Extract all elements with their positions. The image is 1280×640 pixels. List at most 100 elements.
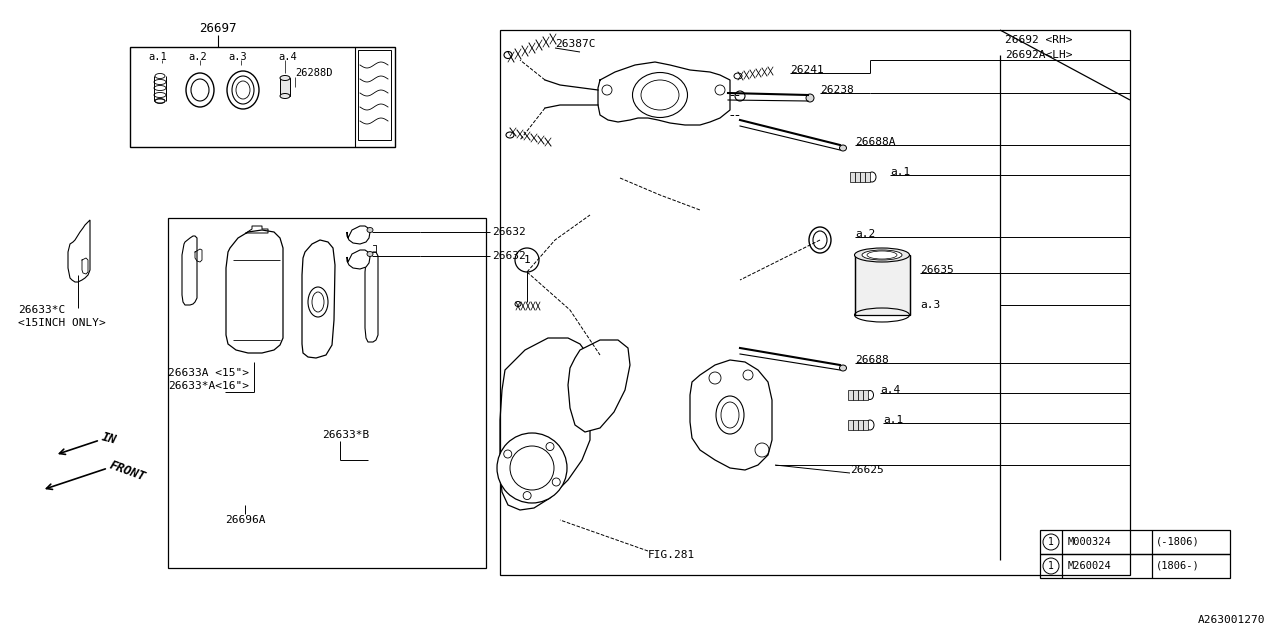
Bar — [852, 390, 858, 400]
Ellipse shape — [806, 94, 814, 102]
Ellipse shape — [861, 250, 902, 260]
Text: 26688: 26688 — [855, 355, 888, 365]
Bar — [849, 390, 852, 400]
Text: 1: 1 — [1048, 561, 1053, 571]
Text: (1806-): (1806-) — [1156, 561, 1199, 571]
Circle shape — [552, 478, 561, 486]
Ellipse shape — [367, 252, 372, 257]
Text: FRONT: FRONT — [108, 459, 147, 484]
Bar — [863, 420, 868, 430]
Polygon shape — [347, 226, 370, 244]
Polygon shape — [500, 338, 590, 510]
Polygon shape — [690, 360, 772, 470]
Ellipse shape — [506, 132, 515, 138]
Text: 26633*A<16">: 26633*A<16"> — [168, 381, 250, 391]
Bar — [858, 420, 863, 430]
Ellipse shape — [515, 301, 521, 307]
Text: FIG.281: FIG.281 — [648, 550, 695, 560]
Ellipse shape — [367, 227, 372, 232]
Text: 26635: 26635 — [920, 265, 954, 275]
Circle shape — [504, 450, 512, 458]
Bar — [850, 172, 855, 182]
Circle shape — [547, 442, 554, 451]
Text: M260024: M260024 — [1068, 561, 1112, 571]
Text: 26697: 26697 — [200, 22, 237, 35]
Ellipse shape — [191, 79, 209, 101]
Ellipse shape — [867, 420, 874, 430]
Text: 26633A <15">: 26633A <15"> — [168, 368, 250, 378]
Ellipse shape — [840, 145, 846, 151]
Polygon shape — [182, 236, 197, 305]
Bar — [358, 50, 390, 140]
Bar — [500, 30, 1130, 575]
Text: a.1: a.1 — [148, 52, 166, 62]
Ellipse shape — [855, 248, 910, 262]
Ellipse shape — [632, 72, 687, 118]
Ellipse shape — [155, 74, 165, 79]
Bar — [863, 390, 868, 400]
Text: a.3: a.3 — [920, 300, 941, 310]
Text: 26288D: 26288D — [294, 68, 333, 78]
Ellipse shape — [716, 396, 744, 434]
Ellipse shape — [155, 99, 165, 104]
Text: (-1806): (-1806) — [1156, 537, 1199, 547]
Text: a.1: a.1 — [890, 167, 910, 177]
Text: 26241: 26241 — [790, 65, 824, 75]
Text: a.3: a.3 — [228, 52, 247, 62]
Text: M000324: M000324 — [1068, 537, 1112, 547]
Polygon shape — [347, 250, 370, 269]
Bar — [860, 172, 865, 182]
Polygon shape — [302, 240, 335, 358]
Ellipse shape — [232, 76, 253, 104]
Text: 26633*C: 26633*C — [18, 305, 65, 315]
Bar — [1039, 554, 1230, 578]
Text: a.4: a.4 — [278, 52, 297, 62]
Text: 26696A: 26696A — [225, 515, 265, 525]
Bar — [865, 172, 870, 182]
Text: IN: IN — [100, 431, 118, 447]
Text: 26688A: 26688A — [855, 137, 896, 147]
Bar — [280, 78, 291, 96]
Text: <15INCH ONLY>: <15INCH ONLY> — [18, 318, 106, 328]
Text: 26387C: 26387C — [556, 39, 595, 49]
Bar — [852, 420, 858, 430]
Text: 26625: 26625 — [850, 465, 883, 475]
Text: 26632: 26632 — [492, 251, 526, 261]
Text: 26238: 26238 — [820, 85, 854, 95]
Text: 26633*B: 26633*B — [323, 430, 369, 440]
Circle shape — [524, 492, 531, 500]
Bar — [168, 218, 486, 568]
Polygon shape — [227, 230, 283, 353]
Text: a.2: a.2 — [855, 229, 876, 239]
Ellipse shape — [504, 51, 512, 58]
Ellipse shape — [813, 231, 827, 249]
Ellipse shape — [840, 365, 846, 371]
Text: 26692 <RH>: 26692 <RH> — [1005, 35, 1073, 45]
Text: a.2: a.2 — [188, 52, 207, 62]
Ellipse shape — [280, 76, 291, 81]
Bar — [855, 255, 910, 315]
Bar — [1039, 530, 1230, 554]
Text: 1: 1 — [1048, 537, 1053, 547]
Ellipse shape — [280, 93, 291, 99]
Ellipse shape — [155, 99, 165, 103]
Ellipse shape — [868, 172, 876, 182]
Bar — [131, 47, 396, 147]
Text: a.1: a.1 — [883, 415, 904, 425]
Bar — [849, 420, 852, 430]
Bar — [858, 390, 863, 400]
Circle shape — [497, 433, 567, 503]
Text: 1: 1 — [524, 255, 530, 265]
Text: a.4: a.4 — [881, 385, 900, 395]
Polygon shape — [68, 220, 90, 282]
Ellipse shape — [308, 287, 328, 317]
Bar — [855, 172, 860, 182]
Ellipse shape — [733, 73, 742, 79]
Text: A263001270: A263001270 — [1198, 615, 1265, 625]
Text: 26692A<LH>: 26692A<LH> — [1005, 50, 1073, 60]
Polygon shape — [365, 252, 378, 342]
Text: 26632: 26632 — [492, 227, 526, 237]
Polygon shape — [568, 340, 630, 432]
Circle shape — [509, 446, 554, 490]
Ellipse shape — [867, 390, 873, 399]
